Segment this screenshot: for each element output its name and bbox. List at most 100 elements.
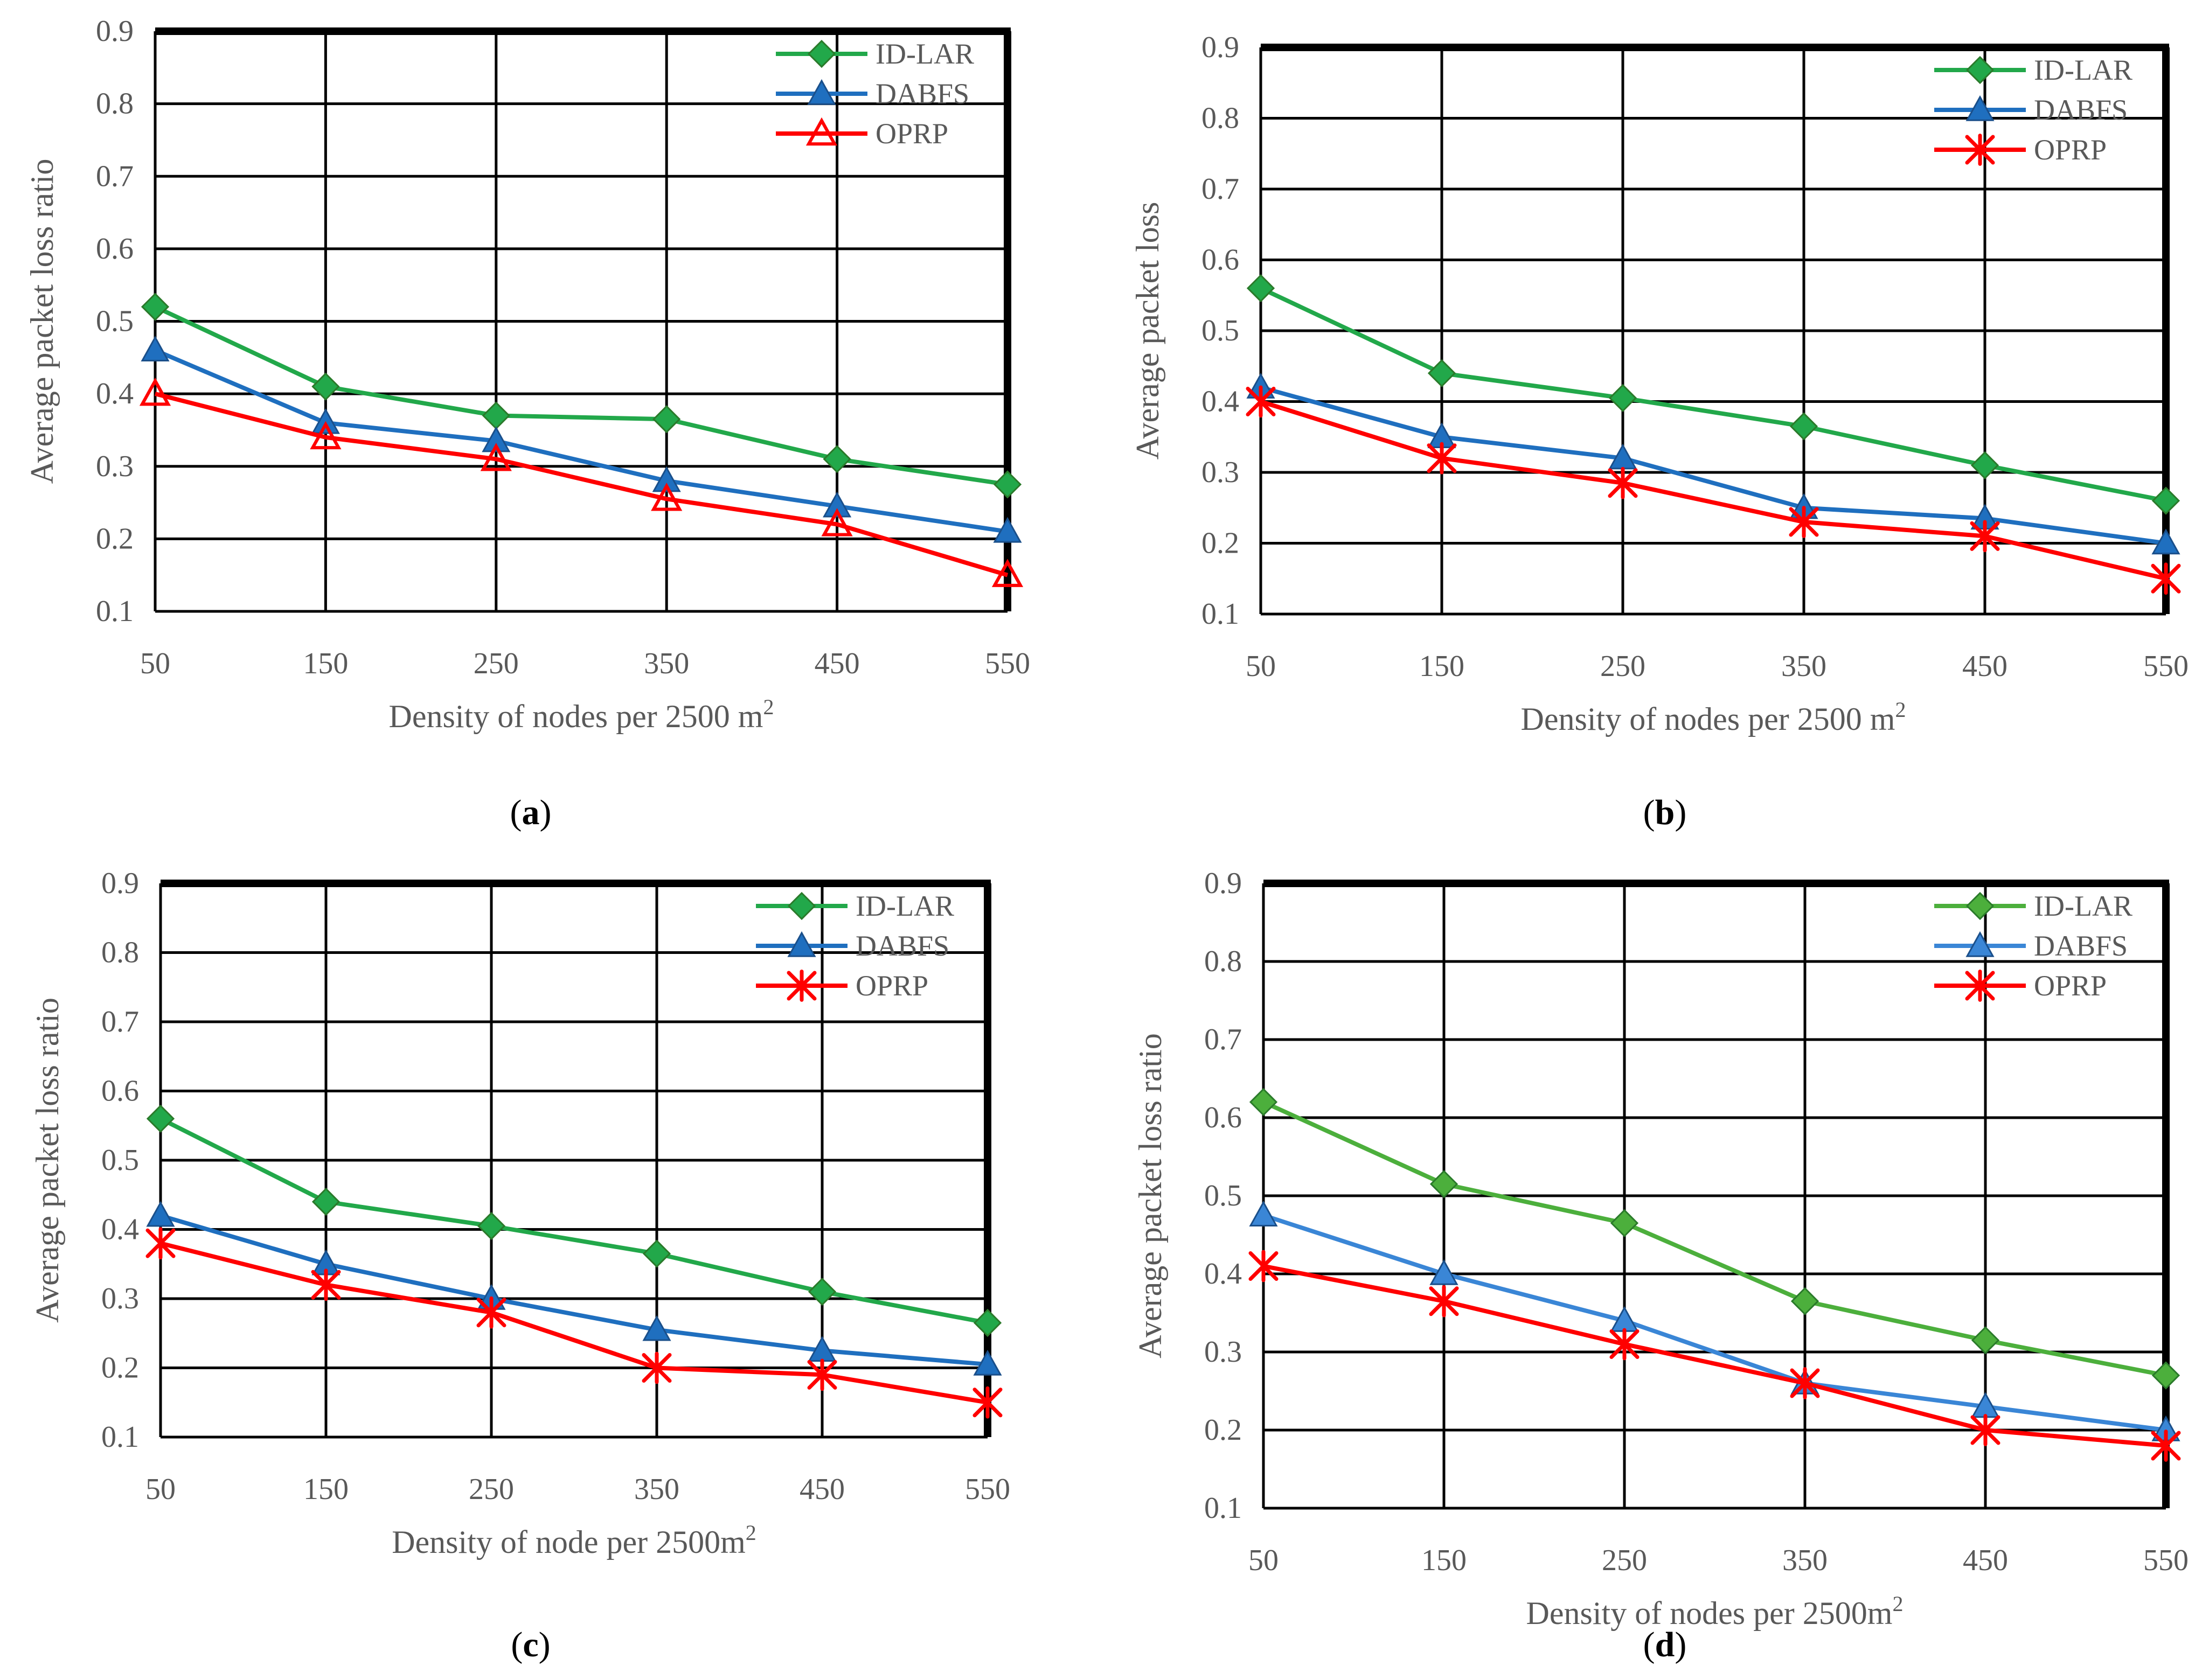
- data-point-id-lar: [823, 445, 851, 473]
- panel-label: (b): [1643, 793, 1687, 832]
- data-point-dabfs: [482, 426, 511, 452]
- series-line-oprp: [155, 392, 1009, 577]
- data-point-id-lar: [141, 292, 170, 321]
- legend-marker-id-lar: [807, 39, 836, 68]
- data-point-dabfs: [973, 1349, 1002, 1376]
- legend-marker-dabfs: [807, 79, 836, 105]
- data-point-oprp: [145, 1227, 176, 1260]
- legend-marker-id-lar: [1965, 55, 1995, 85]
- y-tick-label: 0.8: [1201, 102, 1239, 135]
- chart-panel-c: 0.1 0.2 0.3 0.4 0.5 0.6 0.7 0.8 0.9 50 150 250 350 45…: [30, 867, 1010, 1664]
- legend-label-dabfs: DABFS: [856, 930, 949, 962]
- x-tick-label: 450: [1962, 650, 2007, 683]
- series-line-oprp: [160, 1241, 988, 1405]
- data-point-oprp: [1789, 506, 1819, 538]
- y-tick-label: 0.8: [96, 87, 134, 121]
- panel-label-letter: c: [523, 1625, 538, 1664]
- x-tick-label: 350: [1782, 1544, 1828, 1577]
- y-tick-label: 0.5: [1201, 314, 1239, 347]
- x-tick-label: 250: [1600, 650, 1645, 683]
- x-tick-label: 550: [965, 1473, 1010, 1506]
- data-point-dabfs: [1249, 1201, 1278, 1226]
- data-point-oprp: [139, 377, 171, 406]
- data-point-oprp: [480, 443, 512, 471]
- legend-label-id-lar: ID-LAR: [856, 890, 954, 922]
- y-tick-label: 0.3: [1204, 1335, 1242, 1369]
- y-tick-label: 0.1: [1201, 597, 1239, 631]
- y-tick-label: 0.2: [96, 522, 134, 555]
- data-point-oprp: [1248, 1250, 1279, 1282]
- series-line-id-lar: [154, 304, 1008, 487]
- data-point-id-lar: [482, 401, 510, 430]
- data-point-id-lar: [808, 1278, 837, 1306]
- legend-label-dabfs: DABFS: [876, 78, 969, 110]
- x-tick-label: 50: [1248, 1544, 1279, 1577]
- y-tick-label: 0.4: [1201, 385, 1239, 419]
- x-tick-label: 450: [1963, 1544, 2008, 1577]
- x-tick-label: 550: [985, 647, 1030, 680]
- x-tick-label: 450: [800, 1473, 845, 1506]
- data-point-oprp: [2151, 1430, 2181, 1462]
- x-tick-label: 550: [2143, 1544, 2189, 1577]
- legend-label-id-lar: ID-LAR: [2034, 890, 2132, 922]
- legend-label-id-lar: ID-LAR: [876, 38, 974, 70]
- data-point-dabfs: [993, 517, 1022, 543]
- data-point-id-lar: [973, 1308, 1002, 1337]
- data-point-oprp: [1246, 385, 1276, 418]
- data-point-oprp: [1970, 1414, 2000, 1446]
- y-tick-label: 0.9: [96, 15, 134, 48]
- legend-marker-oprp: [1965, 134, 1995, 166]
- data-point-dabfs: [1429, 1259, 1458, 1285]
- y-tick-label: 0.6: [96, 232, 134, 266]
- series-line-id-lar: [1262, 1100, 2166, 1378]
- x-tick-label: 150: [1421, 1544, 1467, 1577]
- data-point-dabfs: [141, 336, 170, 362]
- data-point-oprp: [991, 559, 1024, 587]
- y-axis-label: Average packet loss: [1130, 202, 1165, 460]
- x-axis-label-superscript: 2: [1892, 1592, 1903, 1616]
- panel-label: (d): [1643, 1625, 1687, 1664]
- panel-label-close: ): [540, 793, 552, 832]
- y-tick-label: 0.9: [1204, 867, 1242, 900]
- data-point-id-lar: [311, 372, 340, 401]
- y-tick-label: 0.5: [101, 1144, 139, 1177]
- x-tick-label: 150: [303, 647, 348, 680]
- series-line-id-lar: [159, 1117, 988, 1325]
- series-line-dabfs: [1262, 1213, 2166, 1432]
- y-tick-label: 0.6: [101, 1075, 139, 1108]
- y-tick-label: 0.1: [96, 595, 134, 628]
- chart-panel-b: 0.1 0.2 0.3 0.4 0.5 0.6 0.7 0.8 0.9 50 150 250 350 45…: [1130, 31, 2189, 832]
- x-tick-label: 450: [815, 647, 860, 680]
- data-point-id-lar: [1610, 1209, 1639, 1237]
- legend-marker-oprp: [805, 117, 838, 146]
- panel-label-close: ): [1675, 1625, 1686, 1664]
- y-tick-label: 0.7: [101, 1005, 139, 1038]
- series-line-dabfs: [154, 348, 1008, 534]
- x-tick-label: 50: [1246, 650, 1276, 683]
- y-tick-label: 0.3: [1201, 456, 1239, 489]
- x-tick-label: 550: [2143, 650, 2189, 683]
- data-point-oprp: [1790, 1367, 1820, 1399]
- series-line-dabfs: [1260, 385, 2166, 546]
- y-tick-label: 0.5: [1204, 1179, 1242, 1212]
- legend-marker-dabfs: [787, 931, 816, 957]
- data-point-dabfs: [2151, 528, 2180, 555]
- y-tick-label: 0.8: [1204, 945, 1242, 978]
- y-tick-label: 0.4: [1204, 1257, 1242, 1291]
- panel-label-open: (: [1643, 793, 1655, 832]
- legend-marker-dabfs: [1965, 931, 1995, 957]
- y-tick-label: 0.2: [1201, 527, 1239, 560]
- panel-label-open: (: [510, 793, 522, 832]
- panel-label-letter: d: [1655, 1625, 1675, 1664]
- x-tick-label: 350: [1781, 650, 1826, 683]
- y-tick-label: 0.7: [1204, 1023, 1242, 1056]
- data-point-id-lar: [1249, 1088, 1278, 1117]
- x-axis-label: Density of nodes per 2500 m2: [389, 695, 774, 734]
- legend-marker-id-lar: [1965, 891, 1995, 921]
- x-axis-label-superscript: 2: [1895, 698, 1906, 722]
- panel-label: (a): [510, 793, 552, 832]
- data-point-id-lar: [1970, 451, 1999, 479]
- x-axis-label: Density of nodes per 2500m2: [1526, 1592, 1904, 1631]
- data-point-oprp: [1970, 520, 2000, 553]
- y-tick-label: 0.4: [96, 377, 134, 410]
